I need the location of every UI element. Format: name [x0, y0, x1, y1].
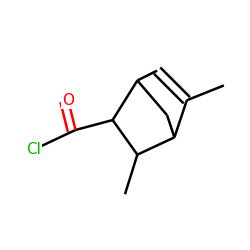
- Text: O: O: [62, 93, 74, 108]
- Text: Cl: Cl: [26, 142, 41, 157]
